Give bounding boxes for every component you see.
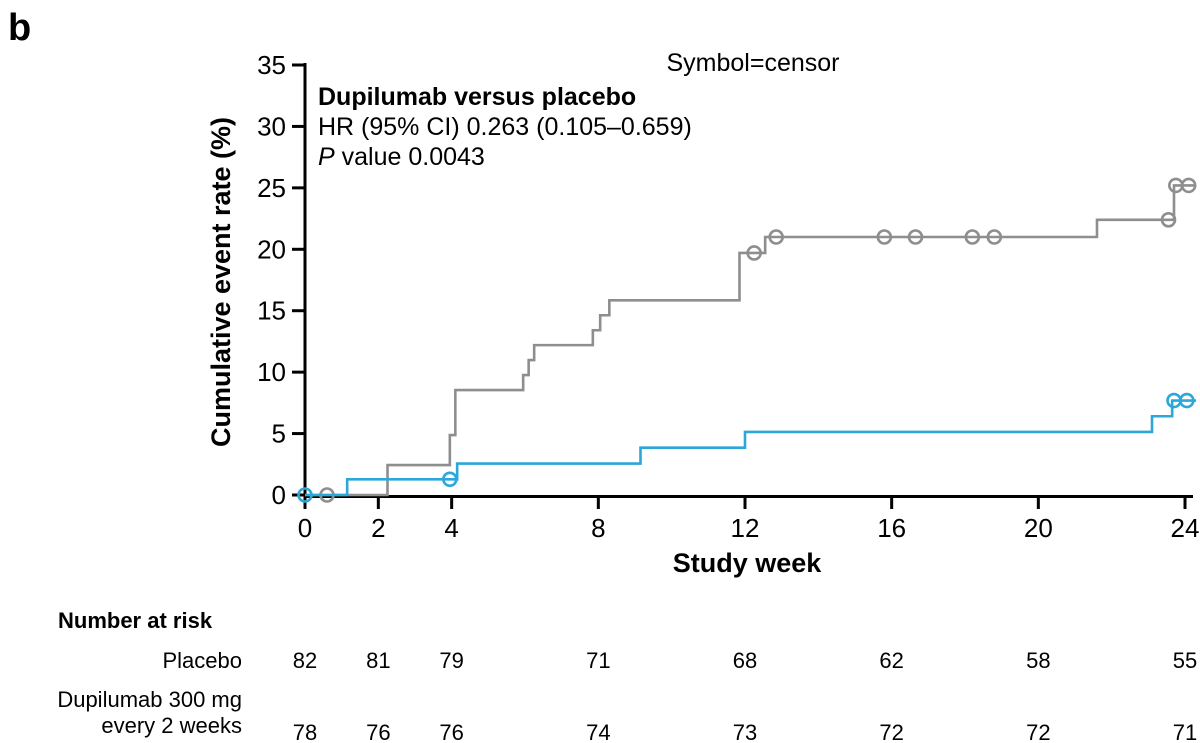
- x-tick-label: 8: [591, 513, 605, 543]
- at-risk-value: 81: [366, 648, 390, 673]
- placebo-censor-marker: [964, 229, 981, 245]
- at-risk-value: 82: [293, 648, 317, 673]
- hazard-ratio-text: HR (95% CI) 0.263 (0.105–0.659): [318, 113, 692, 141]
- p-value-text: P value 0.0043: [318, 143, 485, 171]
- at-risk-value: 58: [1026, 648, 1050, 673]
- y-tick-label: 0: [272, 480, 286, 510]
- placebo-censor-marker: [1160, 212, 1177, 228]
- panel-label: b: [8, 7, 31, 49]
- at-risk-value: 71: [586, 648, 610, 673]
- at-risk-value: 76: [366, 720, 390, 743]
- at-risk-value: 72: [1026, 720, 1050, 743]
- at-risk-row-label-placebo: Placebo: [162, 648, 242, 673]
- x-tick-label: 4: [444, 513, 458, 543]
- placebo-censor-marker: [746, 245, 762, 261]
- x-axis-title: Study week: [673, 548, 823, 578]
- dupilumab-censor-marker: [297, 487, 313, 503]
- at-risk-title: Number at risk: [58, 608, 213, 633]
- at-risk-value: 55: [1173, 648, 1197, 673]
- comparison-title: Dupilumab versus placebo: [318, 83, 636, 111]
- x-tick-label: 0: [298, 513, 312, 543]
- at-risk-row-label-dupilumab-line2: every 2 weeks: [101, 713, 242, 738]
- y-tick-label: 15: [257, 296, 286, 326]
- series-curves: [297, 177, 1197, 503]
- y-tick-label: 10: [257, 357, 286, 387]
- axes: [292, 63, 1193, 509]
- x-tick-label: 24: [1171, 513, 1200, 543]
- placebo-censor-marker: [907, 229, 924, 245]
- at-risk-value: 71: [1173, 720, 1197, 743]
- dupilumab-curve: [305, 399, 1196, 497]
- at-risk-value: 78: [293, 720, 317, 743]
- at-risk-value: 72: [879, 720, 903, 743]
- placebo-censor-marker: [1180, 177, 1197, 194]
- y-tick-label: 25: [257, 173, 286, 203]
- x-tick-label: 16: [877, 513, 906, 543]
- censor-legend-note: Symbol=censor: [667, 49, 840, 77]
- at-risk-value: 74: [586, 720, 610, 743]
- dupilumab-censor-marker: [442, 471, 458, 488]
- y-tick-label: 30: [257, 111, 286, 141]
- x-tick-label: 2: [371, 513, 385, 543]
- placebo-censor-marker: [768, 229, 784, 245]
- placebo-censor-marker: [876, 229, 893, 245]
- y-tick-label: 20: [257, 234, 286, 264]
- at-risk-value: 68: [733, 648, 757, 673]
- dupilumab-censor-marker: [1179, 392, 1195, 409]
- placebo-censor-marker: [986, 229, 1003, 245]
- at-risk-value: 79: [439, 648, 463, 673]
- at-risk-value: 73: [733, 720, 757, 743]
- x-tick-label: 20: [1024, 513, 1053, 543]
- at-risk-value: 76: [439, 720, 463, 743]
- y-tick-label: 35: [257, 50, 286, 80]
- x-tick-label: 12: [731, 513, 760, 543]
- at-risk-row-label-dupilumab-line1: Dupilumab 300 mg: [57, 687, 242, 712]
- y-axis-title: Cumulative event rate (%): [206, 117, 236, 447]
- p-value-rest: value 0.0043: [335, 143, 485, 171]
- at-risk-values: 82 81 79 71 68 62 58 55 78 76 76 74 73 72 72 71: [293, 648, 1197, 743]
- p-value-symbol: P: [318, 143, 335, 171]
- y-tick-label: 5: [272, 419, 286, 449]
- at-risk-value: 62: [879, 648, 903, 673]
- placebo-curve: [305, 184, 1196, 497]
